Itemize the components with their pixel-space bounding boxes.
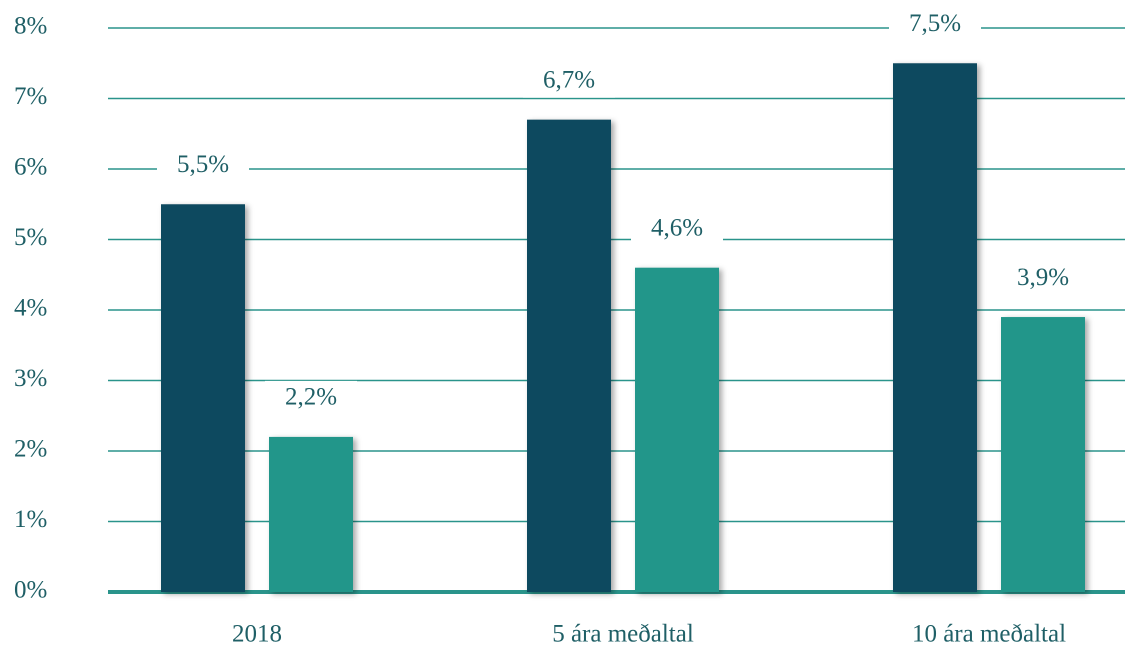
y-tick-label: 3% [14,365,47,392]
data-label: 3,9% [1017,264,1069,291]
label-bg [523,63,615,98]
bar [269,436,353,592]
label-bg [997,261,1089,296]
y-tick-label: 7% [14,83,47,110]
data-label: 6,7% [543,66,595,93]
y-tick-label: 5% [14,224,47,251]
bar [161,204,245,592]
x-tick-label: 2018 [232,621,282,648]
label-bg [157,148,249,183]
y-tick-label: 6% [14,154,47,181]
y-tick-label: 4% [14,295,47,322]
data-label: 5,5% [177,151,229,178]
bar [893,63,977,592]
label-bg [265,380,357,415]
y-tick-label: 2% [14,436,47,463]
x-tick-label: 10 ára meðaltal [912,621,1066,648]
y-tick-label: 8% [14,13,47,40]
bar [635,267,719,592]
label-bg [631,211,723,246]
bar [1001,317,1085,592]
data-label: 4,6% [651,214,703,241]
label-bg [889,7,981,42]
y-tick-label: 1% [14,506,47,533]
bar [527,119,611,593]
data-label: 2,2% [285,384,337,411]
x-tick-label: 5 ára meðaltal [552,621,694,648]
y-tick-label: 0% [14,577,47,604]
data-label: 7,5% [909,10,961,37]
